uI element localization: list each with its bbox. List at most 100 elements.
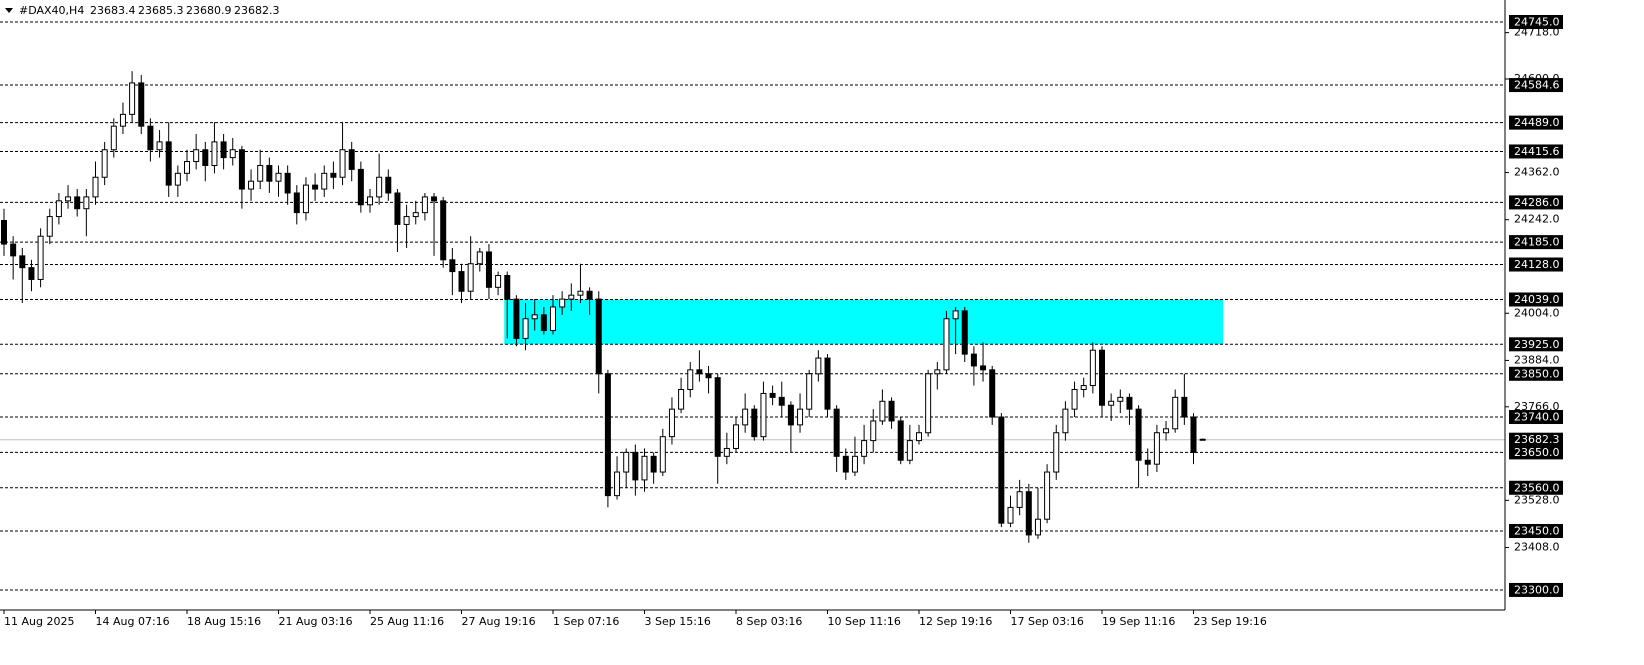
candle-body [174,172,181,186]
candle-body [989,369,996,418]
candle-body [787,404,794,426]
level-label: 23450.0 [1514,524,1560,537]
candle-body [550,306,556,332]
level-label-box [1509,78,1563,93]
level-label: 23300.0 [1514,583,1560,596]
candle-body [1080,385,1087,391]
level-label: 23560.0 [1514,481,1560,494]
candle-body [952,310,959,320]
candle-body [906,440,913,461]
level-label-box [1509,523,1563,538]
candle-body [495,275,502,288]
candle-body [1016,491,1023,508]
x-tick-label: 25 Aug 11:16 [370,615,444,628]
candle-body [1126,396,1133,410]
x-tick-label: 18 Aug 15:16 [187,615,261,628]
level-label-box [1509,337,1563,352]
level-label: 23850.0 [1514,367,1560,380]
candle-body [1135,408,1142,461]
current-price-label: 23682.3 [1514,433,1560,446]
candle-body [293,192,300,214]
level-label: 24039.0 [1514,293,1560,306]
candle-body [806,373,813,410]
candle-body [568,294,575,300]
x-tick-label: 23 Sep 19:16 [1194,615,1267,628]
candle-body [531,314,538,320]
current-price-box [1509,432,1563,447]
candle-body [632,451,639,481]
candle-body [165,141,172,186]
candle-body [367,196,373,206]
candle-body [302,184,309,214]
candle-body [220,141,227,159]
candle-body [540,314,547,332]
candle-body [1190,416,1197,453]
y-tick-label: 24242.0 [1514,213,1560,226]
candle-body [357,168,364,206]
x-tick-label: 27 Aug 19:16 [462,615,536,628]
candle-body [705,373,712,379]
level-label: 23740.0 [1514,411,1560,424]
x-tick-label: 12 Sep 19:16 [919,615,992,628]
candle-body [1044,471,1051,520]
x-tick-label: 8 Sep 03:16 [736,615,802,628]
candle-body [723,447,730,457]
candle-body [897,420,904,461]
level-label: 24185.0 [1514,236,1560,249]
candle-body [513,298,520,339]
candle-body [1089,349,1096,387]
candle-body [376,176,383,198]
candle-body [1153,432,1160,465]
level-label-box [1509,480,1563,495]
x-tick-label: 19 Sep 11:16 [1102,615,1175,628]
candle-body [10,243,17,257]
x-tick-label: 10 Sep 11:16 [828,615,901,628]
level-label: 24415.6 [1514,145,1560,158]
level-label-box [1509,235,1563,250]
candle-body [751,408,758,438]
candle-body [55,200,62,218]
y-tick-label: 23408.0 [1514,541,1560,554]
candle-body [659,436,666,473]
candle-body [266,164,273,182]
y-tick-label: 24004.0 [1514,306,1560,319]
candle-body [330,172,337,178]
collapse-arrow[interactable] [5,8,13,13]
candle-body [998,416,1005,524]
candle-body [476,251,483,265]
candle-body [74,196,81,210]
x-tick-label: 1 Sep 07:16 [553,615,619,628]
y-tick-label: 24362.0 [1514,166,1560,179]
candle-body [110,125,117,151]
candle-body [742,408,749,426]
header-value: 23680.9 [186,4,232,17]
candle-body [623,451,630,473]
candle-body [312,184,319,190]
candle-body [28,267,35,280]
candle-body [1071,389,1078,410]
x-tick-label: 21 Aug 03:16 [279,615,353,628]
header-value: 23683.4 [90,4,136,17]
candle-body [431,196,438,202]
level-label-box [1509,366,1563,381]
candle-body [385,176,392,194]
candle-body [668,408,675,438]
candle-body [1144,459,1151,465]
symbol: #DAX40,H4 [19,4,84,17]
candle-body [851,455,858,473]
candle-body [870,420,877,442]
level-label-box [1509,15,1563,30]
candle-body [1163,428,1170,434]
candle-body [842,455,849,473]
candle-body [879,400,886,422]
candle-body [37,235,44,280]
level-label-box [1509,144,1563,159]
level-label: 24489.0 [1514,116,1560,129]
candle-body [275,172,282,182]
candle-body [421,196,428,214]
candle-body [504,275,511,300]
candle-body [65,196,72,202]
candle-body [760,392,767,438]
grid-layer [0,21,1505,591]
